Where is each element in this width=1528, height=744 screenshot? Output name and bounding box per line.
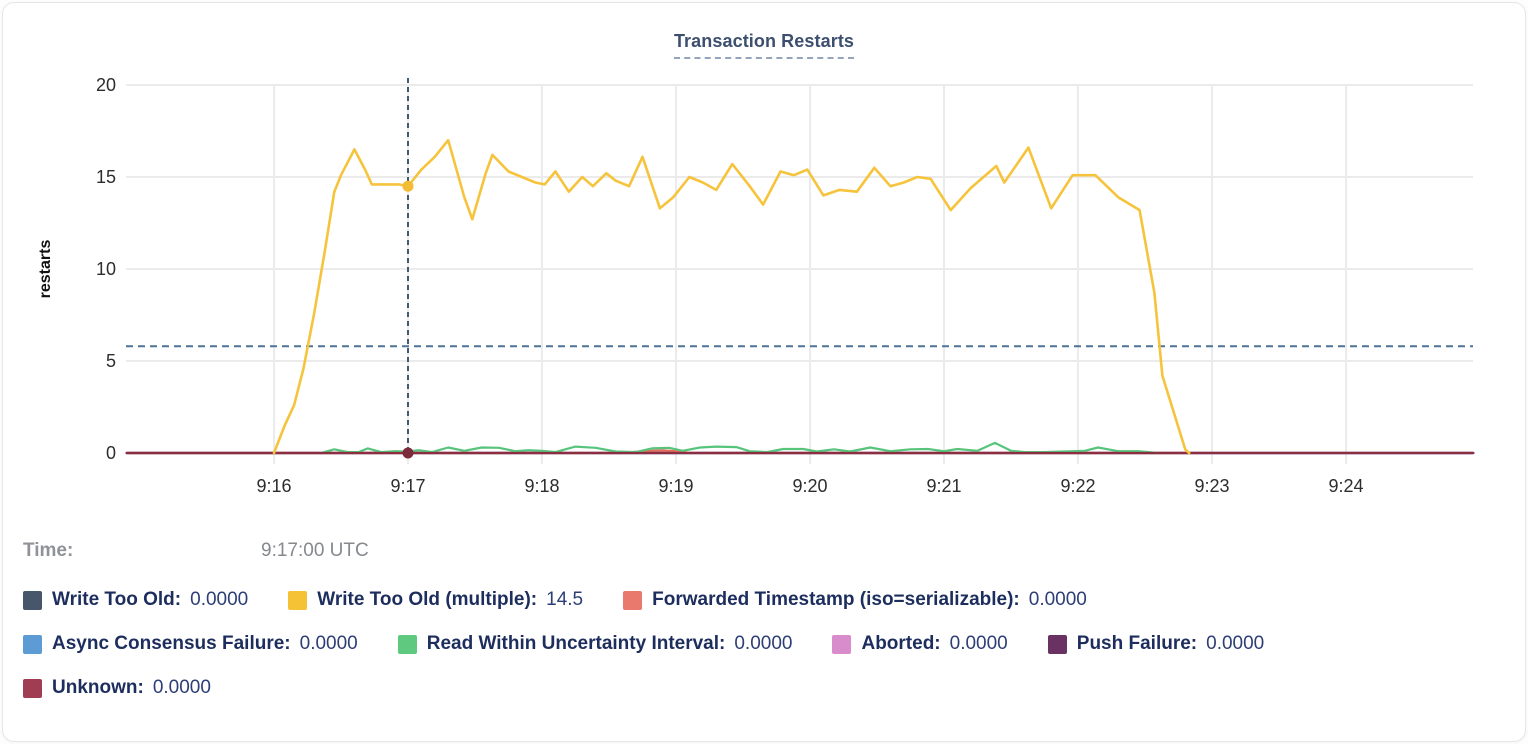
y-tick-label: 5	[106, 351, 116, 371]
legend-item-read-within-uncertainty: Read Within Uncertainty Interval: 0.0000	[397, 633, 793, 655]
y-tick-label: 15	[96, 167, 116, 187]
x-tick-label: 9:18	[524, 476, 559, 496]
series-line-read-within-uncertainty	[319, 441, 1160, 455]
legend-label-unknown: Unknown:	[52, 677, 144, 698]
legend-swatch-async-consensus-failure	[23, 634, 42, 654]
legend-value-write-too-old-multiple: 14.5	[546, 589, 584, 610]
legend-item-unknown: Unknown: 0.0000	[23, 677, 211, 699]
legend-swatch-unknown	[23, 678, 42, 698]
x-tick-label: 9:24	[1328, 476, 1363, 496]
legend-value-forwarded-timestamp: 0.0000	[1028, 589, 1087, 610]
legend-label-forwarded-timestamp: Forwarded Timestamp (iso=serializable):	[652, 589, 1020, 610]
legend-swatch-write-too-old-multiple	[288, 590, 308, 610]
x-tick-label: 9:19	[658, 476, 693, 496]
legend-swatch-write-too-old	[23, 590, 42, 610]
y-tick-label: 20	[96, 75, 116, 95]
x-tick-label: 9:23	[1194, 476, 1229, 496]
legend-label-read-within-uncertainty: Read Within Uncertainty Interval:	[426, 633, 726, 654]
x-tick-label: 9:22	[1060, 476, 1095, 496]
legend-label-push-failure: Push Failure:	[1076, 633, 1198, 654]
legend-label-async-consensus-failure: Async Consensus Failure:	[52, 633, 291, 654]
legend-label-write-too-old-multiple: Write Too Old (multiple):	[317, 589, 538, 610]
legend-value-push-failure: 0.0000	[1206, 633, 1265, 654]
legend-value-unknown: 0.0000	[152, 677, 211, 698]
time-readout-label: Time:	[23, 540, 74, 561]
legend-value-write-too-old: 0.0000	[190, 589, 249, 610]
legend-item-async-consensus-failure: Async Consensus Failure: 0.0000	[23, 633, 358, 655]
legend-row: Write Too Old: 0.0000 Write Too Old (multi…	[23, 589, 1513, 611]
x-tick-label: 9:21	[926, 476, 961, 496]
x-tick-label: 9:16	[256, 476, 291, 496]
x-tick-label: 9:17	[390, 476, 425, 496]
chart-legend: Write Too Old: 0.0000 Write Too Old (multi…	[23, 589, 1513, 721]
legend-row: Async Consensus Failure: 0.0000 Read Withi…	[23, 633, 1513, 655]
legend-swatch-read-within-uncertainty	[397, 634, 417, 654]
y-tick-label: 0	[106, 443, 116, 463]
x-tick-label: 9:20	[792, 476, 827, 496]
legend-value-aborted: 0.0000	[949, 633, 1008, 654]
cursor-marker	[402, 180, 414, 192]
legend-item-write-too-old: Write Too Old: 0.0000	[23, 589, 248, 611]
y-axis-title: restarts	[37, 240, 54, 299]
legend-label-aborted: Aborted:	[861, 633, 941, 654]
legend-item-forwarded-timestamp: Forwarded Timestamp (iso=serializable): 0…	[623, 589, 1087, 611]
legend-value-read-within-uncertainty: 0.0000	[734, 633, 793, 654]
legend-swatch-aborted	[832, 634, 852, 654]
time-readout-value: 9:17:00 UTC	[261, 540, 369, 561]
y-tick-label: 10	[96, 259, 116, 279]
legend-swatch-push-failure	[1047, 634, 1067, 654]
chart-title[interactable]: Transaction Restarts	[673, 31, 855, 59]
legend-row: Unknown: 0.0000	[23, 677, 1513, 699]
legend-item-aborted: Aborted: 0.0000	[832, 633, 1008, 655]
time-readout: Time: 9:17:00 UTC	[23, 540, 723, 562]
series-line-write-too-old-multiple	[272, 138, 1191, 455]
legend-swatch-forwarded-timestamp	[623, 590, 643, 610]
chart-svg[interactable]: 0 5 10 15 20 9:16 9:17 9:18 9:19 9:20 9:21 9:22 9:23…	[3, 3, 1528, 508]
cursor-marker	[402, 447, 414, 459]
legend-item-write-too-old-multiple: Write Too Old (multiple): 14.5	[288, 589, 583, 611]
legend-label-write-too-old: Write Too Old:	[52, 589, 182, 610]
legend-value-async-consensus-failure: 0.0000	[299, 633, 358, 654]
chart-title-wrap: Transaction Restarts	[3, 31, 1525, 59]
legend-item-push-failure: Push Failure: 0.0000	[1047, 633, 1265, 655]
